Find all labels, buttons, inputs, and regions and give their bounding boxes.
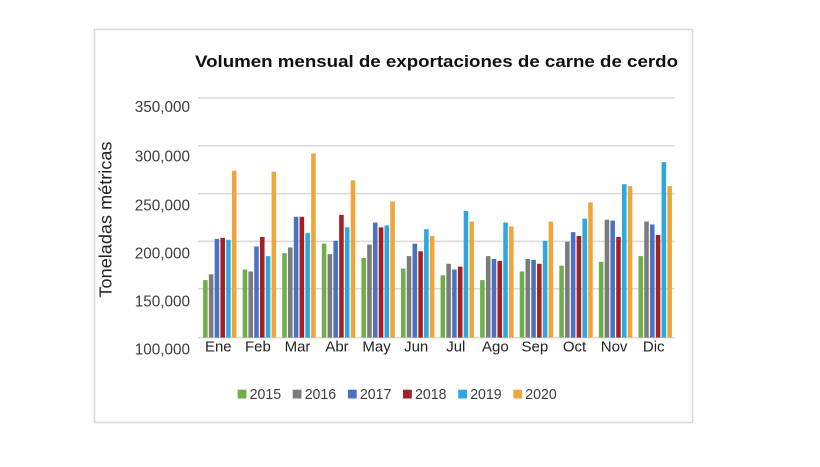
svg-text:2018: 2018 (415, 387, 447, 403)
svg-text:Jul: Jul (446, 339, 465, 356)
svg-text:150,000: 150,000 (135, 293, 190, 310)
svg-text:May: May (362, 339, 391, 356)
svg-text:100,000: 100,000 (135, 342, 190, 359)
svg-text:Mar: Mar (285, 339, 311, 356)
svg-text:2017: 2017 (360, 387, 392, 403)
svg-text:350,000: 350,000 (135, 99, 190, 116)
svg-text:Ene: Ene (205, 339, 232, 356)
svg-text:Volumen mensual de exportacion: Volumen mensual de exportaciones de carn… (195, 53, 678, 71)
svg-text:250,000: 250,000 (135, 197, 190, 214)
svg-text:300,000: 300,000 (135, 149, 190, 166)
svg-text:Abr: Abr (325, 339, 348, 356)
svg-text:200,000: 200,000 (135, 246, 190, 263)
svg-text:Sep: Sep (522, 339, 549, 356)
svg-text:2016: 2016 (305, 387, 337, 403)
svg-text:Jun: Jun (404, 339, 428, 356)
svg-text:Ago: Ago (482, 339, 509, 356)
svg-text:Toneladas métricas: Toneladas métricas (96, 141, 116, 297)
svg-text:Feb: Feb (245, 339, 271, 356)
svg-text:2020: 2020 (525, 387, 557, 403)
svg-text:2019: 2019 (470, 387, 502, 403)
svg-text:Oct: Oct (563, 339, 587, 356)
svg-text:Nov: Nov (601, 339, 628, 356)
svg-text:2015: 2015 (250, 387, 282, 403)
svg-text:Dic: Dic (643, 339, 665, 356)
